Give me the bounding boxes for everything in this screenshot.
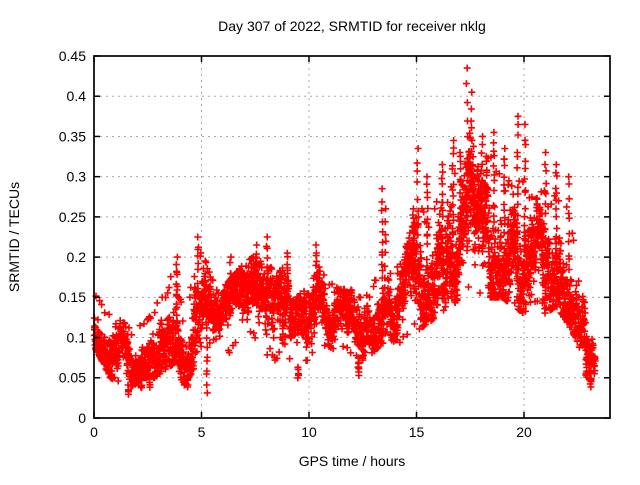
y-tick-label: 0 <box>78 410 86 426</box>
y-tick-label: 0.3 <box>67 169 87 185</box>
y-tick-label: 0.35 <box>59 128 86 144</box>
x-tick-labels: 0 5 10 15 20 <box>90 424 532 440</box>
y-tick-label: 0.2 <box>67 249 87 265</box>
y-tick-label: 0.05 <box>59 370 86 386</box>
x-tick-label: 15 <box>409 424 425 440</box>
y-tick-label: 0.1 <box>67 329 87 345</box>
plot-border <box>93 55 611 419</box>
chart-title: Day 307 of 2022, SRMTID for receiver nkl… <box>218 18 486 34</box>
y-tick-labels: 0 0.05 0.1 0.15 0.2 0.25 0.3 0.35 0.4 0.45 <box>59 48 86 426</box>
y-tick-label: 0.15 <box>59 289 86 305</box>
y-tick-label: 0.4 <box>67 88 87 104</box>
x-axis-label: GPS time / hours <box>299 453 406 469</box>
axis-ticks <box>93 55 610 419</box>
x-tick-label: 5 <box>198 424 206 440</box>
y-tick-label: 0.25 <box>59 209 86 225</box>
y-tick-label: 0.45 <box>59 48 86 64</box>
y-axis-label: SRMTID / TECUs <box>6 182 22 292</box>
x-tick-label: 20 <box>516 424 532 440</box>
x-tick-label: 0 <box>90 424 98 440</box>
x-tick-label: 10 <box>301 424 317 440</box>
